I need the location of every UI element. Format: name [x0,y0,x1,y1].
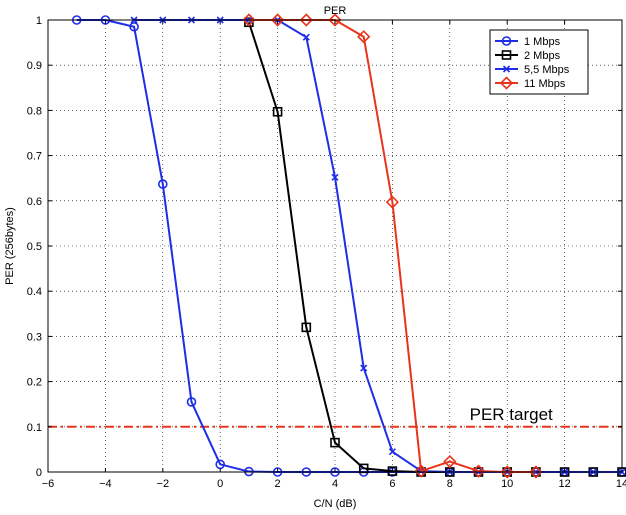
x-tick-label: 12 [558,478,570,490]
data-point [301,322,312,333]
legend-label: 2 Mbps [524,50,561,62]
x-tick-label: 2 [275,478,281,490]
legend-entry: 11 Mbps [495,76,566,90]
data-point [331,173,339,181]
data-point [129,21,139,32]
per-target-annotation: PER target [470,405,553,424]
data-point [158,179,168,189]
data-point [330,437,340,448]
data-point [357,30,371,44]
x-tick-label: 4 [332,478,338,490]
x-tick-label: 10 [501,478,513,490]
legend-label: 5,5 Mbps [524,64,570,76]
x-tick-label: 6 [389,478,395,490]
x-tick-label: −4 [99,478,112,490]
data-point [242,13,256,27]
legend-label: 11 Mbps [524,78,566,90]
axis-ticks: −6 −4 −2 0 2 4 6 8 10 12 14 0 0.1 0.2 0.3 0.4 0.5 0.6 0.7 0… [27,15,626,490]
data-point [186,397,197,407]
y-tick-label: 0.4 [27,286,42,298]
legend-marker [501,36,512,46]
data-point [385,195,400,209]
data-point [414,464,428,478]
x-tick-label: −2 [157,478,170,490]
legend-label: 1 Mbps [524,36,561,48]
data-point [302,33,310,41]
legend-marker [502,65,511,73]
y-tick-label: 0.6 [27,196,42,208]
data-point [443,454,457,469]
data-point [328,13,342,27]
legend-marker [499,76,514,90]
legend: 1 Mbps 2 Mbps 5,5 Mbps 11 Mbps [489,29,589,95]
data-point [529,465,543,479]
y-tick-label: 0.3 [27,331,42,343]
x-tick-label: −6 [42,478,55,490]
y-tick-label: 0.1 [27,422,42,434]
legend-marker [501,50,512,60]
legend-entry: 2 Mbps [495,50,561,62]
data-point [388,448,396,456]
x-tick-label: 14 [616,478,626,490]
data-point [500,465,514,479]
x-tick-label: 8 [447,478,453,490]
legend-entry: 1 Mbps [495,36,561,48]
y-tick-label: 1 [36,15,42,27]
data-point [387,466,398,476]
x-axis-label: C/N (dB) [314,498,357,510]
x-tick-label: 0 [217,478,223,490]
y-tick-label: 0 [36,467,42,479]
y-axis-label: PER (256bytes) [4,207,16,285]
legend-entry: 5,5 Mbps [495,64,570,76]
data-point [270,13,285,27]
y-tick-label: 0.7 [27,151,42,163]
y-tick-label: 0.9 [27,60,42,72]
y-tick-label: 0.8 [27,105,42,117]
data-point [360,364,368,372]
data-point [272,106,283,117]
chart-title: PER [324,5,347,17]
data-point [471,464,486,478]
y-tick-label: 0.2 [27,377,42,389]
data-point [299,13,313,27]
y-tick-label: 0.5 [27,241,42,253]
